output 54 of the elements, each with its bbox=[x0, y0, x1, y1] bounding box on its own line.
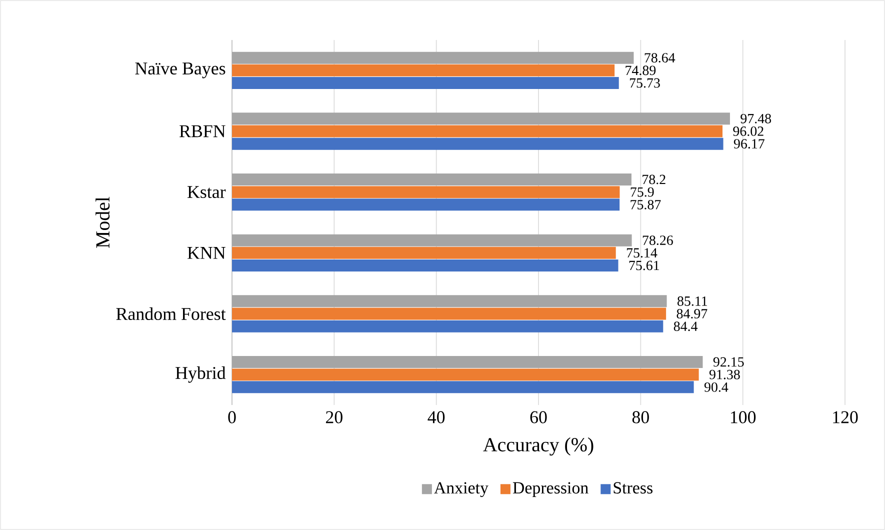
data-label: 85.11 bbox=[678, 296, 708, 306]
data-label: 74.89 bbox=[626, 66, 656, 76]
bar bbox=[232, 368, 699, 381]
bar bbox=[232, 112, 730, 125]
x-tick-label: 80 bbox=[632, 411, 649, 424]
bar bbox=[232, 138, 724, 150]
y-tick-label: Naïve Bayes bbox=[135, 62, 226, 78]
y-tick-label: RBFN bbox=[179, 125, 226, 138]
data-label: 97.48 bbox=[740, 114, 772, 124]
x-tick-label: 60 bbox=[530, 411, 547, 424]
data-label: 92.15 bbox=[713, 357, 744, 367]
data-label: 84.4 bbox=[674, 322, 698, 332]
bar bbox=[232, 356, 703, 368]
legend-label: Depression bbox=[512, 482, 588, 498]
data-label: 96.02 bbox=[733, 126, 764, 136]
legend-label: Anxiety bbox=[434, 482, 488, 498]
bar bbox=[232, 234, 632, 246]
y-axis-title: Model bbox=[96, 196, 110, 248]
x-tick-label: 40 bbox=[428, 411, 445, 424]
y-tick-label: Random Forest bbox=[116, 307, 226, 320]
data-label: 75.61 bbox=[629, 260, 659, 270]
x-tick-label: 20 bbox=[326, 411, 342, 424]
bar bbox=[232, 198, 620, 211]
data-label: 78.64 bbox=[644, 53, 676, 63]
bar bbox=[232, 320, 664, 332]
bar bbox=[232, 52, 634, 64]
x-tick-label: 0 bbox=[228, 411, 236, 424]
x-axis-title: Accuracy (%) bbox=[483, 437, 594, 456]
x-tick-label: 100 bbox=[730, 411, 756, 424]
data-label: 78.26 bbox=[642, 236, 673, 246]
bar bbox=[232, 173, 632, 186]
x-tick-label: 120 bbox=[833, 411, 858, 424]
bar bbox=[232, 295, 667, 308]
bar bbox=[232, 308, 666, 320]
bar bbox=[232, 77, 619, 90]
data-label: 75.73 bbox=[630, 78, 660, 88]
data-label: 96.17 bbox=[734, 139, 764, 149]
data-label: 78.2 bbox=[642, 174, 666, 184]
bar bbox=[232, 125, 723, 138]
y-tick-label: Kstar bbox=[188, 186, 226, 198]
bar bbox=[232, 246, 616, 259]
bar bbox=[232, 186, 620, 198]
y-tick-label: Hybrid bbox=[176, 366, 226, 383]
bar bbox=[232, 260, 618, 272]
data-label: 75.87 bbox=[630, 200, 661, 210]
y-tick-label: KNN bbox=[187, 247, 226, 259]
data-label: 75.14 bbox=[626, 248, 658, 258]
bar bbox=[232, 64, 615, 76]
legend-label: Stress bbox=[614, 482, 652, 494]
data-label: 75.9 bbox=[630, 187, 654, 197]
data-label: 84.97 bbox=[676, 309, 708, 318]
bar bbox=[232, 381, 694, 394]
data-label: 91.38 bbox=[709, 370, 740, 380]
data-label: 90.4 bbox=[704, 382, 728, 392]
